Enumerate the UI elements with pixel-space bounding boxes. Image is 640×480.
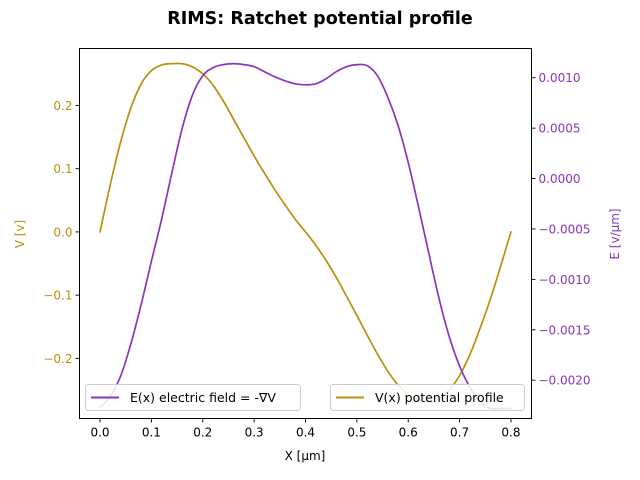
y-left-tick-label: 0.1 — [53, 162, 72, 176]
y-right-tick-label: 0.0005 — [539, 122, 581, 136]
y-right-tick-label: −0.0005 — [539, 222, 591, 236]
y-axis-left-label: V [v] — [13, 220, 27, 249]
legend-electric-field: E(x) electric field = -∇V — [85, 384, 301, 411]
x-axis: 0.0 0.1 0.2 0.3 0.4 0.5 0.6 0.7 0.8 — [90, 418, 521, 440]
y-left-tick-label: −0.1 — [43, 289, 72, 303]
y-left-tick-label: 0.0 — [53, 225, 72, 239]
legend-potential-profile: V(x) potential profile — [330, 384, 525, 411]
x-tick-label: 0.3 — [245, 426, 264, 440]
x-tick-label: 0.4 — [296, 426, 315, 440]
y-axis-right: −0.0020 −0.0015 −0.0010 −0.0005 0.0000 0.0005… — [531, 71, 591, 388]
y-left-tick-label: −0.2 — [43, 352, 72, 366]
x-tick-label: 0.0 — [90, 426, 109, 440]
y-axis-left: −0.2 −0.1 0.0 0.1 0.2 — [43, 99, 80, 366]
x-tick-label: 0.5 — [347, 426, 366, 440]
series-line-electric-field — [99, 62, 512, 410]
x-axis-label: X [μm] — [285, 449, 326, 463]
y-right-tick-label: 0.0000 — [539, 172, 581, 186]
x-tick-label: 0.2 — [193, 426, 212, 440]
y-axis-right-label: E [v/μm] — [608, 208, 622, 259]
y-left-tick-label: 0.2 — [53, 99, 72, 113]
chart-title: RIMS: Ratchet potential profile — [167, 9, 473, 29]
y-right-tick-label: 0.0010 — [539, 71, 581, 85]
x-tick-label: 0.8 — [501, 426, 520, 440]
y-right-tick-label: −0.0020 — [539, 374, 591, 388]
x-tick-label: 0.7 — [450, 426, 469, 440]
x-tick-label: 0.6 — [399, 426, 418, 440]
y-right-tick-label: −0.0010 — [539, 273, 591, 287]
legend-label-potential-profile: V(x) potential profile — [375, 390, 504, 405]
legend-box-potential-profile — [330, 384, 525, 411]
y-right-tick-label: −0.0015 — [539, 323, 591, 337]
legend-box-electric-field — [85, 384, 301, 411]
x-tick-label: 0.1 — [142, 426, 161, 440]
legend-label-electric-field: E(x) electric field = -∇V — [130, 390, 276, 405]
